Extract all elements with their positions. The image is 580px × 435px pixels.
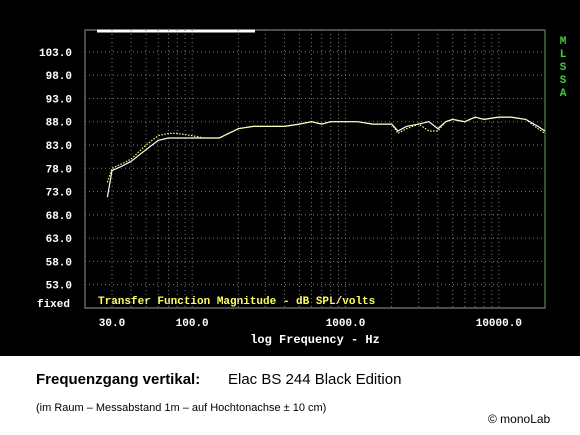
x-tick-label: 10000.0	[476, 318, 522, 330]
caption-note: (im Raum – Messabstand 1m – auf Hochtona…	[36, 402, 326, 414]
x-tick-label: 100.0	[176, 318, 209, 330]
caption-title: Frequenzgang vertikal:	[36, 371, 200, 388]
response-line	[106, 116, 546, 183]
y-tick-label: 68.0	[46, 211, 72, 223]
y-tick-label: 98.0	[46, 71, 72, 83]
y-tick-label: 103.0	[39, 48, 72, 60]
x-tick-label: 1000.0	[326, 318, 366, 330]
y-tick-label: 63.0	[46, 234, 72, 246]
y-note: fixed	[37, 299, 70, 311]
y-tick-label: 58.0	[46, 257, 72, 269]
y-tick-label: 53.0	[46, 281, 72, 293]
plot-caption: Transfer Function Magnitude - dB SPL/vol…	[98, 296, 375, 308]
y-tick-label: 73.0	[46, 188, 72, 200]
y-tick-label: 83.0	[46, 141, 72, 153]
y-tick-label: 93.0	[46, 94, 72, 106]
caption-subject: Elac BS 244 Black Edition	[228, 371, 401, 388]
screen	[0, 0, 580, 356]
y-tick-label: 78.0	[46, 164, 72, 176]
copyright: © monoLab	[488, 412, 551, 426]
x-tick-label: 30.0	[99, 318, 125, 330]
y-tick-label: 88.0	[46, 118, 72, 130]
x-axis-label: log Frequency - Hz	[250, 333, 380, 347]
